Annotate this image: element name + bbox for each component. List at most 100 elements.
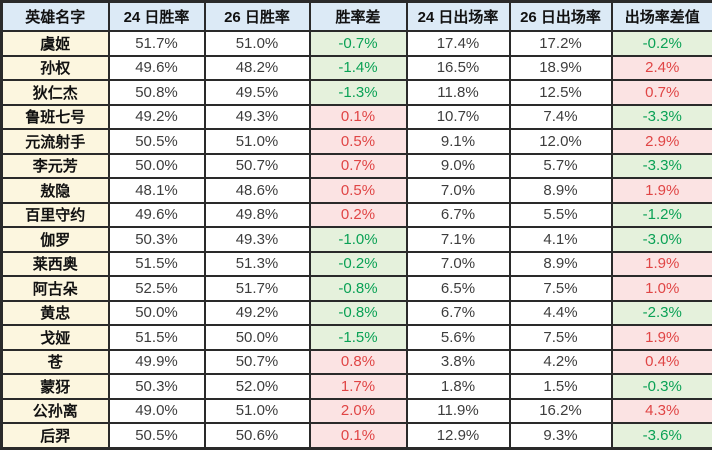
pick-rate-24-cell: 6.7% <box>405 201 511 229</box>
header-pick-rate-diff: 出场率差值 <box>610 0 712 32</box>
pick-rate-26-cell: 16.2% <box>508 397 613 425</box>
win-rate-24-cell: 51.5% <box>107 250 206 278</box>
pick-rate-24-cell: 12.9% <box>405 422 511 450</box>
win-rate-26-cell: 50.6% <box>203 422 311 450</box>
win-rate-26-cell: 49.5% <box>203 79 311 106</box>
pick-rate-diff-cell: -1.2% <box>610 201 712 229</box>
table-row: 虞姬 51.7% 51.0% -0.7% 17.4% 17.2% -0.2% <box>0 30 712 57</box>
pick-rate-26-cell: 4.2% <box>508 348 613 376</box>
win-rate-diff-cell: -1.3% <box>308 79 408 106</box>
win-rate-24-cell: 50.5% <box>107 422 206 450</box>
pick-rate-26-cell: 8.9% <box>508 250 613 278</box>
pick-rate-26-cell: 12.0% <box>508 128 613 155</box>
hero-name-cell: 虞姬 <box>0 30 110 57</box>
hero-name-cell: 阿古朵 <box>0 275 110 302</box>
win-rate-26-cell: 48.6% <box>203 177 311 204</box>
table-row: 敖隐 48.1% 48.6% 0.5% 7.0% 8.9% 1.9% <box>0 177 712 204</box>
pick-rate-24-cell: 6.5% <box>405 275 511 302</box>
win-rate-26-cell: 50.0% <box>203 324 311 351</box>
hero-name-cell: 鲁班七号 <box>0 103 110 131</box>
win-rate-24-cell: 49.0% <box>107 397 206 425</box>
pick-rate-diff-cell: 0.7% <box>610 79 712 106</box>
header-pick-rate-26: 26 日出场率 <box>508 0 613 32</box>
hero-name-cell: 黄忠 <box>0 299 110 327</box>
hero-name-cell: 戈娅 <box>0 324 110 351</box>
header-hero-name: 英雄名字 <box>0 0 110 32</box>
table-row: 黄忠 50.0% 49.2% -0.8% 6.7% 4.4% -2.3% <box>0 299 712 327</box>
win-rate-diff-cell: -1.5% <box>308 324 408 351</box>
pick-rate-26-cell: 7.4% <box>508 103 613 131</box>
pick-rate-diff-cell: 1.0% <box>610 275 712 302</box>
win-rate-diff-cell: -0.7% <box>308 30 408 57</box>
win-rate-diff-cell: 0.1% <box>308 422 408 450</box>
win-rate-26-cell: 52.0% <box>203 373 311 400</box>
pick-rate-26-cell: 4.4% <box>508 299 613 327</box>
win-rate-diff-cell: 0.2% <box>308 201 408 229</box>
table-row: 戈娅 51.5% 50.0% -1.5% 5.6% 7.5% 1.9% <box>0 324 712 351</box>
pick-rate-diff-cell: 2.9% <box>610 128 712 155</box>
pick-rate-26-cell: 7.5% <box>508 275 613 302</box>
win-rate-diff-cell: -0.8% <box>308 275 408 302</box>
pick-rate-24-cell: 10.7% <box>405 103 511 131</box>
table-row: 孙权 49.6% 48.2% -1.4% 16.5% 18.9% 2.4% <box>0 54 712 82</box>
table-row: 公孙离 49.0% 51.0% 2.0% 11.9% 16.2% 4.3% <box>0 397 712 425</box>
win-rate-26-cell: 49.3% <box>203 226 311 253</box>
hero-name-cell: 李元芳 <box>0 152 110 180</box>
table-row: 阿古朵 52.5% 51.7% -0.8% 6.5% 7.5% 1.0% <box>0 275 712 302</box>
pick-rate-24-cell: 11.8% <box>405 79 511 106</box>
pick-rate-diff-cell: -0.3% <box>610 373 712 400</box>
pick-rate-24-cell: 11.9% <box>405 397 511 425</box>
table-row: 李元芳 50.0% 50.7% 0.7% 9.0% 5.7% -3.3% <box>0 152 712 180</box>
pick-rate-24-cell: 5.6% <box>405 324 511 351</box>
pick-rate-26-cell: 5.5% <box>508 201 613 229</box>
pick-rate-diff-cell: -3.0% <box>610 226 712 253</box>
table-row: 狄仁杰 50.8% 49.5% -1.3% 11.8% 12.5% 0.7% <box>0 79 712 106</box>
header-row: 英雄名字 24 日胜率 26 日胜率 胜率差 24 日出场率 26 日出场率 出… <box>0 0 712 32</box>
hero-name-cell: 狄仁杰 <box>0 79 110 106</box>
win-rate-24-cell: 50.8% <box>107 79 206 106</box>
win-rate-24-cell: 51.7% <box>107 30 206 57</box>
table-row: 鲁班七号 49.2% 49.3% 0.1% 10.7% 7.4% -3.3% <box>0 103 712 131</box>
pick-rate-diff-cell: 1.9% <box>610 177 712 204</box>
win-rate-26-cell: 49.8% <box>203 201 311 229</box>
win-rate-24-cell: 50.5% <box>107 128 206 155</box>
win-rate-26-cell: 51.3% <box>203 250 311 278</box>
pick-rate-24-cell: 17.4% <box>405 30 511 57</box>
table-row: 蒙犽 50.3% 52.0% 1.7% 1.8% 1.5% -0.3% <box>0 373 712 400</box>
win-rate-diff-cell: 0.8% <box>308 348 408 376</box>
pick-rate-24-cell: 7.0% <box>405 177 511 204</box>
win-rate-24-cell: 50.0% <box>107 152 206 180</box>
hero-name-cell: 敖隐 <box>0 177 110 204</box>
win-rate-diff-cell: 1.7% <box>308 373 408 400</box>
win-rate-26-cell: 51.0% <box>203 397 311 425</box>
pick-rate-24-cell: 7.0% <box>405 250 511 278</box>
pick-rate-26-cell: 1.5% <box>508 373 613 400</box>
pick-rate-diff-cell: 0.4% <box>610 348 712 376</box>
win-rate-26-cell: 49.2% <box>203 299 311 327</box>
header-win-rate-24: 24 日胜率 <box>107 0 206 32</box>
pick-rate-24-cell: 9.0% <box>405 152 511 180</box>
pick-rate-26-cell: 5.7% <box>508 152 613 180</box>
hero-name-cell: 伽罗 <box>0 226 110 253</box>
win-rate-24-cell: 48.1% <box>107 177 206 204</box>
win-rate-diff-cell: 0.7% <box>308 152 408 180</box>
win-rate-diff-cell: -1.0% <box>308 226 408 253</box>
pick-rate-diff-cell: -3.3% <box>610 103 712 131</box>
win-rate-26-cell: 49.3% <box>203 103 311 131</box>
win-rate-24-cell: 50.0% <box>107 299 206 327</box>
win-rate-diff-cell: 0.1% <box>308 103 408 131</box>
pick-rate-diff-cell: 2.4% <box>610 54 712 82</box>
table-row: 伽罗 50.3% 49.3% -1.0% 7.1% 4.1% -3.0% <box>0 226 712 253</box>
pick-rate-26-cell: 18.9% <box>508 54 613 82</box>
pick-rate-26-cell: 9.3% <box>508 422 613 450</box>
pick-rate-diff-cell: -0.2% <box>610 30 712 57</box>
win-rate-24-cell: 52.5% <box>107 275 206 302</box>
pick-rate-26-cell: 7.5% <box>508 324 613 351</box>
win-rate-24-cell: 50.3% <box>107 373 206 400</box>
pick-rate-26-cell: 8.9% <box>508 177 613 204</box>
hero-name-cell: 苍 <box>0 348 110 376</box>
win-rate-24-cell: 49.9% <box>107 348 206 376</box>
win-rate-26-cell: 48.2% <box>203 54 311 82</box>
win-rate-26-cell: 51.7% <box>203 275 311 302</box>
